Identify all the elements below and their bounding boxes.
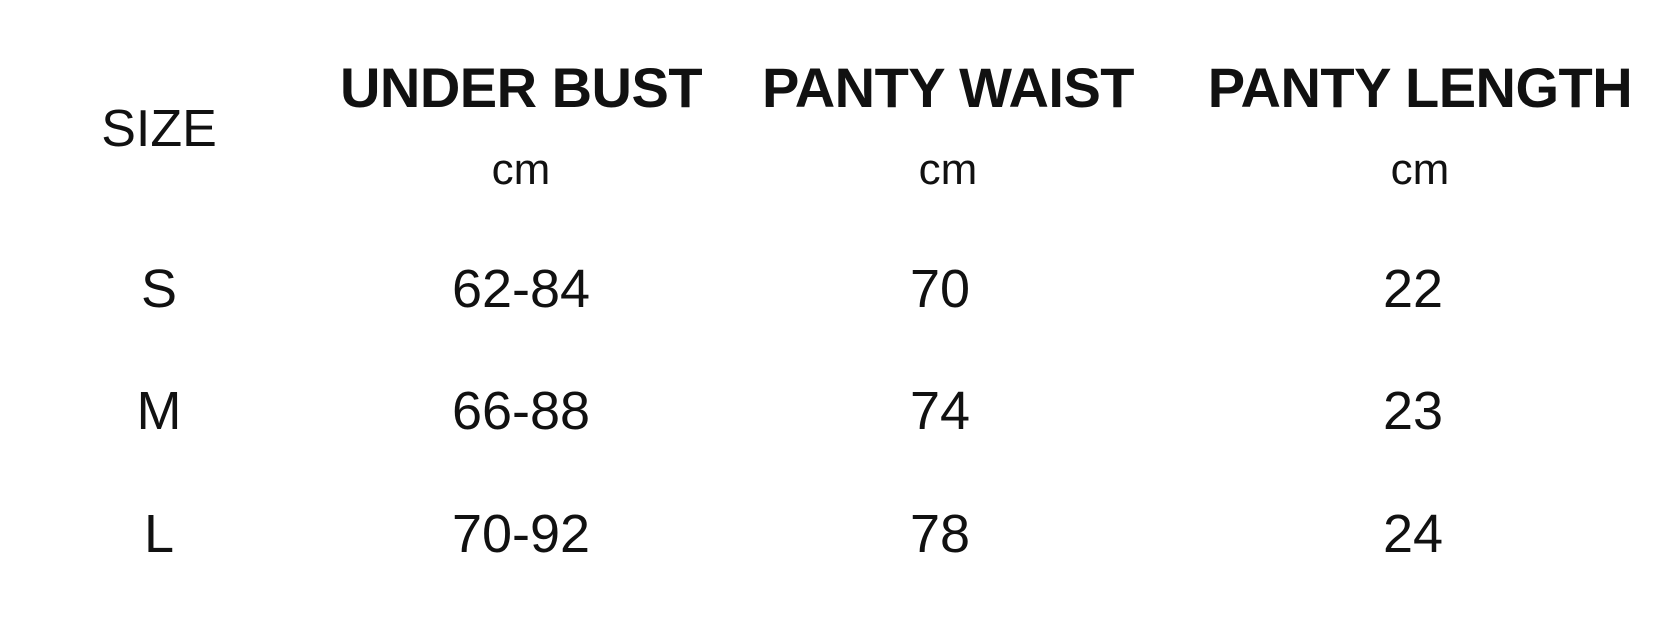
unit-label: cm: [1390, 145, 1450, 194]
panty-waist-cell: 70: [909, 259, 971, 319]
under-bust-cell: 62-84: [451, 259, 591, 319]
panty-waist-cell: 74: [909, 381, 971, 441]
size-cell: M: [136, 381, 182, 441]
size-cell: L: [143, 504, 175, 564]
panty-length-cell: 24: [1382, 504, 1444, 564]
under-bust-cell: 66-88: [451, 381, 591, 441]
unit-label: cm: [491, 145, 551, 194]
unit-label: cm: [918, 145, 978, 194]
size-cell: S: [140, 259, 178, 319]
under-bust-cell: 70-92: [451, 504, 591, 564]
column-header-panty-length: PANTY LENGTH: [1207, 56, 1633, 119]
size-column-header: SIZE: [101, 100, 217, 158]
panty-waist-cell: 78: [909, 504, 971, 564]
column-header-under-bust: UNDER BUST: [339, 56, 703, 119]
panty-length-cell: 23: [1382, 381, 1444, 441]
panty-length-cell: 22: [1382, 259, 1444, 319]
column-header-panty-waist: PANTY WAIST: [761, 56, 1135, 119]
